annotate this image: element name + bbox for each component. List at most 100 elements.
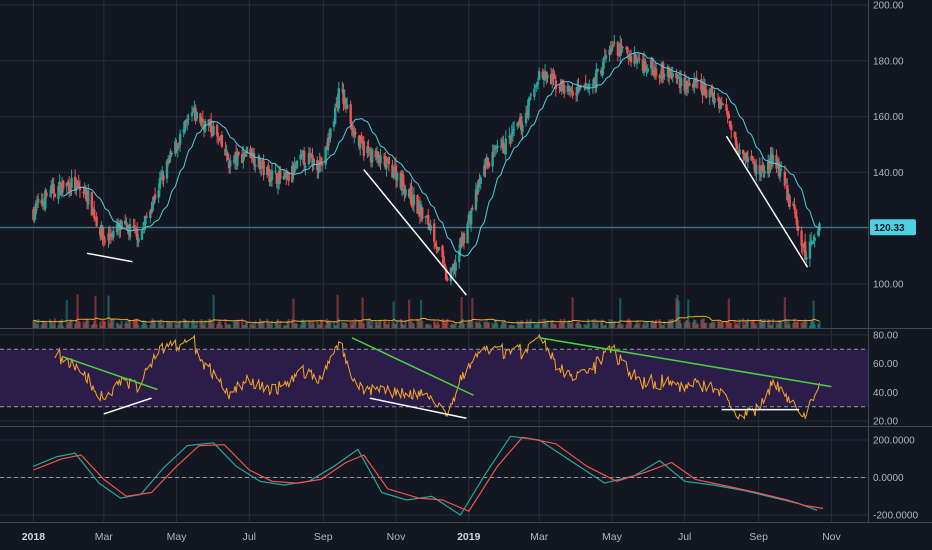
candle-body	[269, 180, 272, 183]
candle-body	[520, 116, 523, 131]
volume-bar	[249, 323, 252, 328]
candle-body	[583, 84, 586, 88]
volume-bar	[244, 322, 247, 328]
volume-bar	[320, 320, 324, 328]
candle-body	[758, 165, 762, 175]
volume-bar	[725, 320, 728, 328]
price-panel[interactable]	[0, 34, 868, 328]
candle-body	[792, 204, 795, 206]
candle-body	[676, 75, 679, 78]
rsi-trendline[interactable]	[61, 355, 158, 391]
oscillator-axis-label: 0.0000	[873, 473, 904, 484]
volume-bar	[175, 324, 178, 328]
rsi-trendline[interactable]	[351, 337, 474, 396]
volume-bar	[409, 321, 412, 328]
candle-body	[52, 184, 55, 194]
volume-bar	[468, 319, 472, 328]
volume-bar	[359, 321, 362, 328]
volume-bar	[157, 322, 160, 328]
candle-body	[212, 126, 215, 136]
volume-bar	[394, 324, 398, 328]
candle-body	[215, 124, 219, 136]
candle-body	[579, 85, 583, 87]
volume-bar	[566, 322, 569, 328]
candle-body	[763, 170, 766, 174]
candle-body	[613, 42, 616, 44]
candle-body	[267, 165, 270, 170]
candle-body	[616, 42, 620, 56]
volume-bar	[32, 320, 35, 328]
volume-bar	[220, 325, 223, 328]
volume-bar	[102, 320, 105, 328]
rsi-panel[interactable]	[0, 333, 868, 421]
volume-bar	[620, 324, 623, 328]
volume-bar	[541, 318, 544, 328]
volume-bar	[452, 325, 455, 328]
volume-bar	[107, 295, 110, 328]
candle-body	[436, 250, 439, 252]
volume-bar	[134, 318, 138, 328]
candle-body	[784, 182, 788, 184]
volume-bar	[224, 319, 227, 328]
oscillator-panel[interactable]	[0, 435, 868, 516]
candle-body	[159, 177, 163, 180]
volume-bar	[153, 322, 157, 328]
volume-bar	[813, 324, 816, 328]
price-trendline[interactable]	[363, 169, 467, 296]
volume-bar	[310, 324, 313, 328]
candle-body	[561, 79, 565, 88]
volume-bar	[659, 322, 662, 328]
volume-bar	[755, 323, 758, 328]
candle-body	[209, 119, 213, 133]
rsi-trendline[interactable]	[539, 337, 832, 388]
volume-ma-line	[33, 315, 820, 324]
volume-bar	[784, 318, 788, 328]
volume-bar	[561, 322, 565, 328]
volume-bar	[344, 323, 348, 328]
volume-bar	[471, 297, 474, 328]
volume-bar	[270, 320, 274, 328]
volume-bar	[424, 324, 427, 328]
candle-body	[454, 262, 457, 271]
candle-body	[401, 174, 405, 188]
candle-body	[424, 216, 428, 218]
candle-body	[651, 58, 654, 68]
time-axis-label: Mar	[95, 531, 114, 543]
candle-body	[432, 223, 436, 242]
candle-body	[282, 175, 286, 180]
volume-bar	[460, 297, 463, 328]
volume-bar	[702, 318, 705, 328]
rsi-trendline[interactable]	[369, 397, 467, 419]
volume-bar	[57, 324, 60, 328]
candle-body	[58, 181, 61, 185]
volume-bar	[212, 294, 215, 328]
candle-body	[644, 61, 647, 71]
price-trendline[interactable]	[725, 135, 809, 268]
volume-bar	[174, 322, 177, 328]
rsi-trendline[interactable]	[103, 397, 152, 415]
volume-bar	[274, 322, 277, 328]
candle-body	[320, 162, 324, 166]
candle-body	[385, 164, 388, 169]
candle-body	[84, 187, 88, 199]
candle-body	[794, 211, 797, 218]
volume-bar	[646, 322, 649, 328]
candle-body	[746, 157, 750, 162]
price-trendline[interactable]	[86, 252, 133, 263]
volume-bar	[708, 323, 711, 328]
candle-body	[190, 112, 194, 116]
volume-bar	[492, 324, 495, 328]
candle-body	[738, 149, 741, 155]
candle-body	[493, 146, 497, 149]
candle-body	[162, 175, 165, 181]
volume-bar	[663, 320, 666, 328]
volume-bar	[576, 322, 579, 328]
candle-body	[534, 85, 537, 88]
last-price-tag[interactable]	[870, 219, 916, 236]
volume-bar	[753, 325, 757, 328]
volume-bar	[243, 325, 246, 328]
volume-bar	[626, 319, 629, 328]
volume-bar	[443, 323, 447, 328]
candle-body	[510, 132, 513, 138]
